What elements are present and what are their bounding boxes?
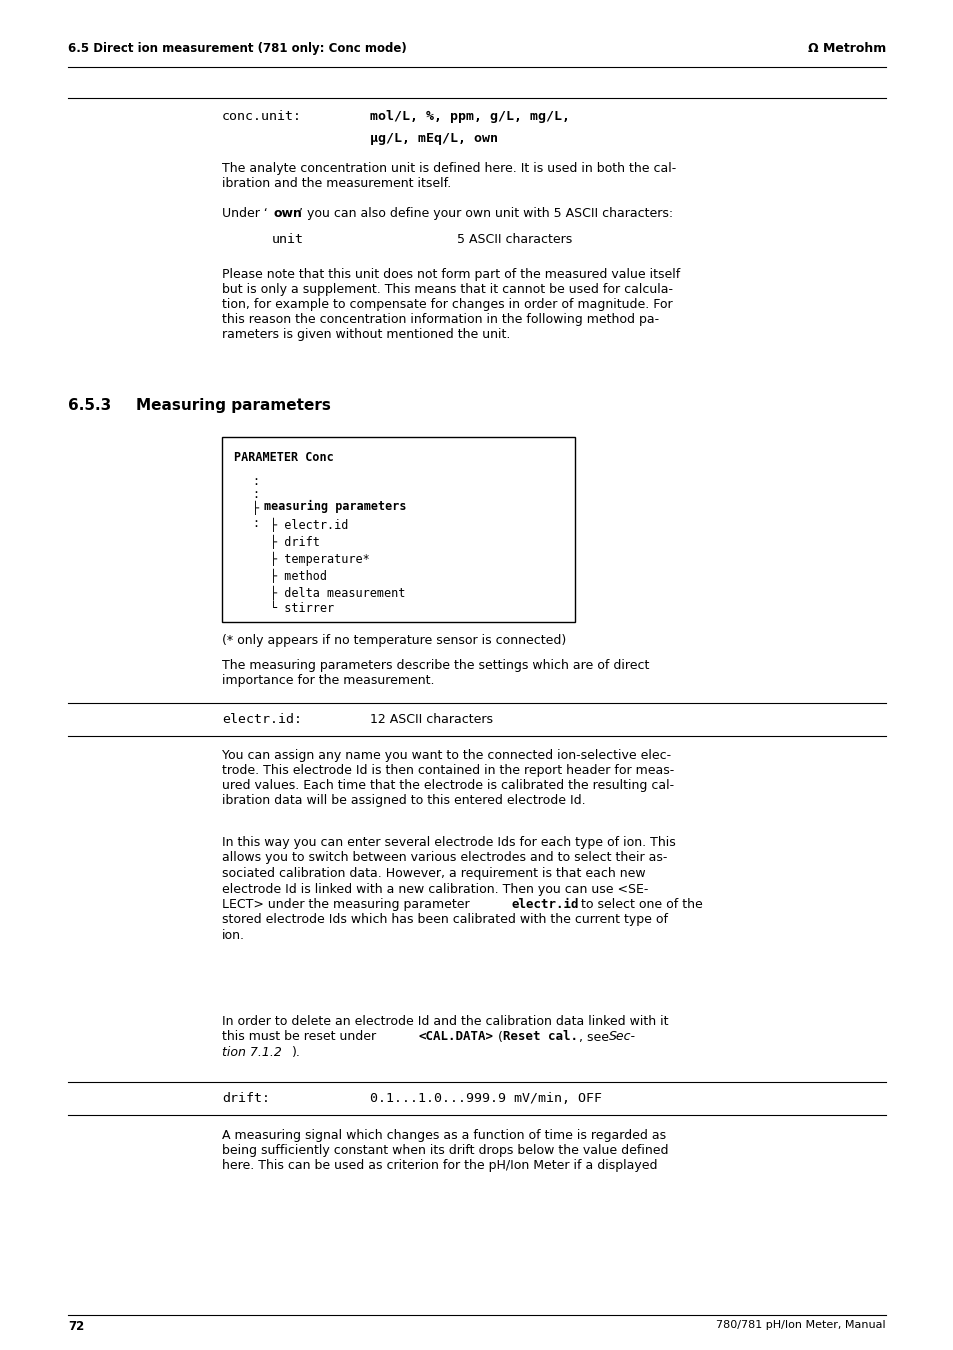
Text: (* only appears if no temperature sensor is connected): (* only appears if no temperature sensor… <box>222 634 566 647</box>
Text: :: : <box>252 517 259 531</box>
Text: 12 ASCII characters: 12 ASCII characters <box>370 713 493 726</box>
Text: ’ you can also define your own unit with 5 ASCII characters:: ’ you can also define your own unit with… <box>298 207 673 220</box>
Text: Reset cal.: Reset cal. <box>502 1030 578 1044</box>
Text: stored electrode Ids which has been calibrated with the current type of: stored electrode Ids which has been cali… <box>222 914 667 926</box>
Text: to select one of the: to select one of the <box>577 898 702 911</box>
Text: allows you to switch between various electrodes and to select their as-: allows you to switch between various ele… <box>222 852 667 864</box>
Text: ├ delta measurement: ├ delta measurement <box>270 586 405 599</box>
Text: unit: unit <box>272 234 304 246</box>
Text: μg/L, mEq/L, own: μg/L, mEq/L, own <box>370 132 497 144</box>
Text: electrode Id is linked with a new calibration. Then you can use <SE-: electrode Id is linked with a new calibr… <box>222 883 648 895</box>
Text: mol/L, %, ppm, g/L, mg/L,: mol/L, %, ppm, g/L, mg/L, <box>370 109 569 123</box>
Text: └ stirrer: └ stirrer <box>270 602 334 616</box>
Text: PARAMETER Conc: PARAMETER Conc <box>233 451 334 464</box>
Text: The measuring parameters describe the settings which are of direct
importance fo: The measuring parameters describe the se… <box>222 659 649 687</box>
Text: (: ( <box>494 1030 502 1044</box>
Text: :: : <box>252 475 259 487</box>
Text: , see: , see <box>578 1030 613 1044</box>
Text: A measuring signal which changes as a function of time is regarded as
being suff: A measuring signal which changes as a fu… <box>222 1129 668 1172</box>
Text: :: : <box>252 487 259 501</box>
Text: ├: ├ <box>252 501 259 514</box>
Text: <CAL.DATA>: <CAL.DATA> <box>418 1030 494 1044</box>
Text: ├ method: ├ method <box>270 568 327 583</box>
Text: 6.5.3: 6.5.3 <box>68 398 112 413</box>
Text: ).: ). <box>292 1046 300 1058</box>
Text: sociated calibration data. However, a requirement is that each new: sociated calibration data. However, a re… <box>222 867 645 880</box>
Text: Sec-: Sec- <box>608 1030 636 1044</box>
Text: ion.: ion. <box>222 929 245 942</box>
Text: 72: 72 <box>68 1320 84 1332</box>
Text: In this way you can enter several electrode Ids for each type of ion. This: In this way you can enter several electr… <box>222 836 675 849</box>
Text: ├ temperature*: ├ temperature* <box>270 551 370 566</box>
Text: In order to delete an electrode Id and the calibration data linked with it: In order to delete an electrode Id and t… <box>222 1015 668 1027</box>
Text: 780/781 pH/Ion Meter, Manual: 780/781 pH/Ion Meter, Manual <box>716 1320 885 1330</box>
Text: You can assign any name you want to the connected ion-selective elec-
trode. Thi: You can assign any name you want to the … <box>222 749 674 807</box>
Text: Under ‘: Under ‘ <box>222 207 268 220</box>
Text: The analyte concentration unit is defined here. It is used in both the cal-
ibra: The analyte concentration unit is define… <box>222 162 676 190</box>
Text: electr.id: electr.id <box>512 898 578 911</box>
Text: tion 7.1.2: tion 7.1.2 <box>222 1046 281 1058</box>
Text: 5 ASCII characters: 5 ASCII characters <box>456 234 572 246</box>
Text: 0.1...1.0...999.9 mV/min, OFF: 0.1...1.0...999.9 mV/min, OFF <box>370 1092 601 1106</box>
Text: ├ drift: ├ drift <box>270 535 319 548</box>
Text: Measuring parameters: Measuring parameters <box>136 398 331 413</box>
Text: conc.unit:: conc.unit: <box>222 109 302 123</box>
Text: Please note that this unit does not form part of the measured value itself
but i: Please note that this unit does not form… <box>222 269 679 342</box>
Text: measuring parameters: measuring parameters <box>264 501 406 513</box>
Text: Ω Metrohm: Ω Metrohm <box>807 42 885 55</box>
Text: drift:: drift: <box>222 1092 270 1106</box>
Text: LECT> under the measuring parameter: LECT> under the measuring parameter <box>222 898 473 911</box>
Text: ├ electr.id: ├ electr.id <box>270 517 348 532</box>
Text: 6.5 Direct ion measurement (781 only: Conc mode): 6.5 Direct ion measurement (781 only: Co… <box>68 42 406 55</box>
Text: own: own <box>274 207 302 220</box>
Text: this must be reset under: this must be reset under <box>222 1030 379 1044</box>
Text: electr.id:: electr.id: <box>222 713 302 726</box>
